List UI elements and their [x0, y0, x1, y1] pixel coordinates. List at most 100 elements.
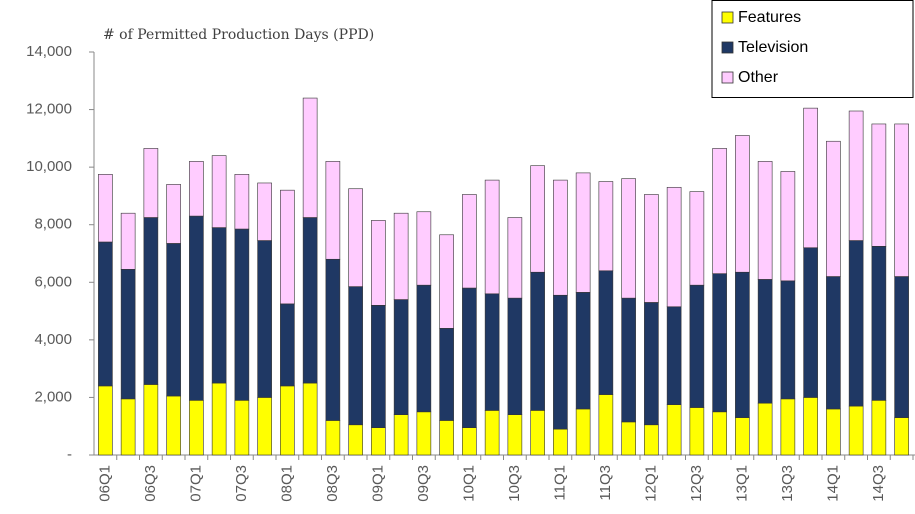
bar-segment [371, 305, 386, 428]
bar-segment [598, 394, 614, 456]
bar-segment [348, 188, 363, 287]
bar-segment [393, 414, 409, 456]
x-tick-label: 14Q3 [870, 465, 887, 502]
bar-segment [143, 148, 159, 218]
chart-title: # of Permitted Production Days (PPD) [103, 27, 374, 43]
y-tick-label: 6,000 [34, 273, 72, 290]
bar-segment [211, 382, 227, 456]
bar-segment [598, 270, 614, 395]
bar-segment [666, 404, 682, 456]
bar-segment [826, 276, 841, 410]
bar-segment [257, 182, 272, 241]
bar-segment [348, 424, 363, 456]
bar-segment [871, 123, 887, 247]
bar-segment [234, 174, 250, 230]
bar-segment [143, 384, 159, 456]
bar-segment [234, 400, 250, 456]
bar-segment [507, 217, 523, 299]
bar-segment [553, 294, 568, 430]
bar-segment [120, 398, 136, 456]
bar-segment [621, 178, 636, 299]
bar-segment [302, 97, 318, 218]
x-tick-label: 13Q1 [733, 465, 750, 502]
bar-segment [189, 400, 204, 456]
bar-segment [553, 428, 568, 456]
bar-segment [393, 299, 409, 415]
y-tick-label: - [67, 446, 72, 463]
bar-segment [621, 421, 636, 456]
x-tick-label: 12Q1 [642, 465, 659, 502]
bar-segment [166, 184, 181, 244]
bar-segment [735, 135, 750, 273]
x-tick-label: 10Q3 [506, 465, 523, 502]
bar-segment [757, 279, 773, 404]
y-tick-label: 2,000 [34, 388, 72, 405]
bar-segment [462, 427, 477, 456]
bar-segment [894, 276, 909, 418]
bar-segment [120, 269, 136, 400]
bar-segment [280, 303, 295, 387]
x-tick-label: 14Q1 [824, 465, 841, 502]
x-tick-label: 11Q1 [551, 465, 568, 501]
bar-segment [189, 215, 204, 401]
bar-segment [507, 297, 523, 416]
y-tick-label: 4,000 [34, 331, 72, 348]
bar-segment [280, 385, 295, 456]
bar-segment [803, 397, 818, 456]
x-tick-label: 09Q3 [415, 465, 432, 502]
x-tick-label: 06Q1 [96, 465, 113, 502]
bar-segment [166, 243, 181, 397]
bar-segment [894, 123, 909, 277]
bar-segment [712, 273, 727, 413]
x-tick-label: 13Q3 [779, 465, 796, 502]
bar-segment [143, 217, 159, 385]
bar-segment [575, 172, 591, 293]
bar-segment [871, 400, 887, 456]
bar-segment [189, 161, 204, 217]
bar-segment [98, 174, 113, 243]
bar-segment [439, 234, 454, 329]
x-tick-label: 07Q3 [233, 465, 250, 502]
legend-label: Features [738, 9, 801, 26]
bar-segment [507, 414, 523, 456]
bar-segment [462, 287, 477, 428]
bar-segment [575, 408, 591, 456]
bar-segment [98, 241, 113, 387]
bar-segment [211, 155, 227, 228]
bar-segment [735, 271, 750, 418]
bar-segment [848, 240, 864, 407]
x-tick-label: 08Q3 [324, 465, 341, 502]
bar-segment [644, 424, 659, 456]
legend-label: Other [738, 69, 779, 86]
bar-segment [325, 258, 341, 421]
bar-segment [621, 297, 636, 423]
bar-segment [826, 140, 841, 277]
bar-segment [416, 411, 432, 456]
bar-segment [371, 427, 386, 456]
bar-segment [280, 189, 295, 305]
bar-segment [803, 247, 818, 398]
bar-segment [848, 405, 864, 456]
bar-segment [644, 302, 659, 426]
y-tick-label: 12,000 [26, 101, 72, 118]
bar-segment [234, 228, 250, 401]
bar-segment [735, 417, 750, 456]
x-tick-label: 10Q1 [460, 465, 477, 502]
legend-box [711, 0, 914, 98]
bar-segment [826, 408, 841, 456]
bar-segment [211, 227, 227, 384]
bar-segment [257, 240, 272, 398]
bar-segment [484, 179, 500, 295]
bar-segment [666, 186, 682, 308]
bar-segment [712, 411, 727, 456]
bar-segment [302, 217, 318, 384]
bar-segment [484, 410, 500, 456]
y-tick-label: 14,000 [26, 43, 72, 60]
legend: Features Television Other [711, 0, 914, 98]
x-tick-label: 09Q1 [369, 465, 386, 502]
bar-segment [416, 211, 432, 286]
bar-segment [348, 286, 363, 426]
bar-segment [462, 194, 477, 289]
bar-segment [666, 306, 682, 405]
